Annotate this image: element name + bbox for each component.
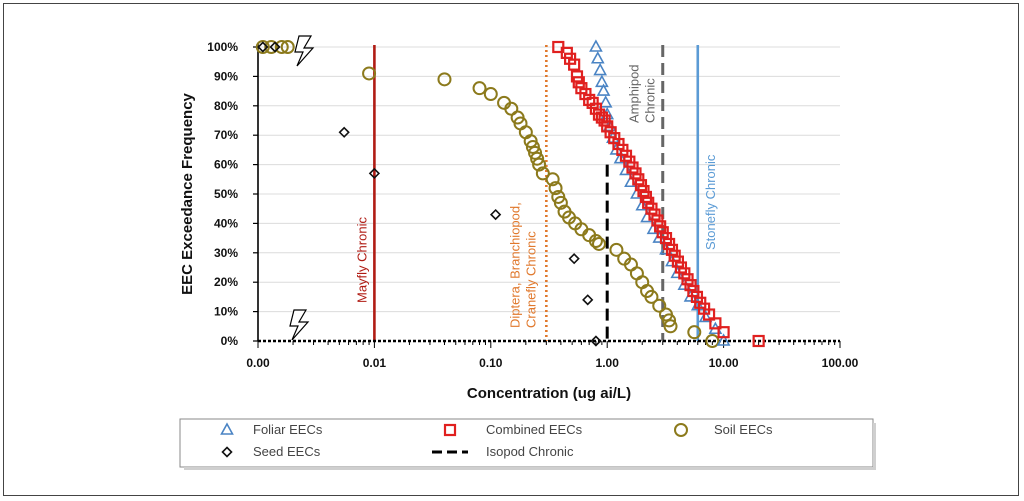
soil-eecs-point: [437, 72, 452, 87]
soil-eecs-point: [687, 325, 702, 340]
data-points: [255, 39, 765, 348]
combined-eecs-point: [568, 58, 581, 71]
x-tick-label: 0.00: [246, 356, 270, 370]
y-tick-label: 100%: [207, 40, 238, 54]
x-tick-label: 1.00: [596, 356, 620, 370]
soil-eecs-point: [255, 40, 270, 54]
soil-eecs-point: [528, 145, 543, 160]
soil-eecs-point: [662, 313, 677, 328]
soil-eecs-point: [362, 66, 377, 81]
axis-break-icon: [294, 35, 315, 67]
foliar-eecs-point: [646, 221, 661, 235]
legend-marker-combined-eecs: [443, 423, 457, 437]
foliar-eecs-point: [635, 198, 650, 211]
seed-eecs-point: [257, 41, 269, 53]
soil-eecs-point: [532, 157, 547, 172]
stonefly-label: Stonefly Chronic: [703, 154, 718, 250]
soil-eecs-point: [609, 242, 624, 257]
seed-eecs-point: [582, 294, 594, 306]
soil-eecs-point: [652, 298, 667, 313]
foliar-eecs-point: [596, 83, 611, 96]
x-tick-label: 0.10: [479, 356, 503, 370]
reference-lines: Mayfly Chronic Diptera, Branchiopod, Crane…: [354, 45, 718, 341]
soil-eecs-point: [705, 334, 720, 348]
legend: Foliar EECs Combined EECs Soil EECs Seed EE…: [179, 418, 876, 470]
legend-marker-seed-eecs: [221, 446, 233, 458]
legend-shadow: [873, 423, 876, 469]
y-tick-label: 20%: [214, 275, 238, 289]
amphipod-label: Chronic: [643, 78, 658, 123]
foliar-eecs-point: [593, 62, 608, 76]
foliar-eecs-point: [589, 39, 603, 52]
x-tick-label: 0.01: [363, 356, 387, 370]
legend-label-isopod-chronic: Isopod Chronic: [486, 444, 574, 459]
legend-marker-soil-eecs: [674, 423, 688, 437]
soil-eecs-point: [530, 151, 545, 166]
soil-eecs-point: [553, 195, 568, 210]
foliar-eecs-point: [716, 333, 731, 346]
seed-eecs-point: [338, 126, 350, 138]
y-tick-label: 30%: [214, 246, 238, 260]
combined-eecs-point: [717, 326, 730, 339]
combined-eecs-point: [709, 317, 722, 330]
foliar-eecs-point: [595, 74, 609, 88]
y-tick-label: 70%: [214, 128, 238, 142]
diptera-label: Diptera, Branchiopod,: [507, 202, 522, 328]
y-tick-label: 40%: [214, 216, 238, 230]
seed-eecs-point: [590, 335, 602, 347]
foliar-eecs-point: [698, 309, 713, 323]
axis-break-icon: [289, 309, 310, 341]
soil-eecs-point: [663, 319, 678, 334]
foliar-eecs-point: [630, 186, 644, 199]
soil-eecs-point: [629, 266, 644, 281]
amphipod-label: Amphipod: [627, 64, 642, 123]
soil-eecs-point: [264, 40, 279, 54]
soil-eecs-point: [548, 181, 563, 196]
foliar-eecs-point: [598, 95, 613, 108]
soil-eecs-point: [525, 139, 540, 154]
axes: [253, 35, 841, 348]
combined-eecs-point: [752, 334, 765, 348]
y-tick-label: 0%: [221, 334, 239, 348]
tick-labels: 0% 10% 20% 30% 40% 50% 60% 70% 80% 90% 100% 0.00 0.0…: [207, 40, 858, 370]
soil-eecs-point: [545, 172, 560, 187]
x-axis-title: Concentration (ug ai/L): [467, 385, 631, 402]
combined-eecs-point: [702, 308, 716, 321]
seed-eecs-point: [489, 208, 502, 221]
y-axis-title: EEC Exceedance Frequency: [179, 92, 196, 294]
diptera-label: Cranefly Chronic: [523, 231, 538, 328]
legend-marker-foliar-eecs: [220, 422, 234, 435]
seed-eecs-point: [568, 253, 580, 265]
seed-eecs-point: [368, 167, 381, 180]
soil-eecs-point: [588, 234, 603, 249]
x-tick-label: 100.00: [822, 356, 859, 370]
y-tick-label: 10%: [214, 305, 238, 319]
gridlines: [258, 46, 840, 313]
foliar-eecs-point: [590, 51, 605, 64]
soil-eecs-point: [472, 81, 487, 96]
legend-label-combined-eecs: Combined EECs: [486, 422, 583, 437]
soil-eecs-point: [591, 236, 606, 251]
soil-eecs-point: [274, 40, 289, 54]
legend-label-foliar-eecs: Foliar EECs: [253, 422, 323, 437]
y-tick-label: 50%: [214, 187, 238, 201]
y-tick-label: 60%: [214, 158, 238, 172]
soil-eecs-point: [644, 289, 659, 304]
soil-eecs-point: [535, 166, 550, 181]
mayfly-label: Mayfly Chronic: [354, 217, 369, 303]
foliar-eecs-point: [619, 162, 633, 176]
seed-eecs-point: [269, 41, 281, 53]
soil-eecs-point: [280, 40, 295, 54]
y-tick-label: 90%: [214, 69, 238, 83]
figure-frame: [3, 3, 1019, 496]
legend-shadow: [184, 467, 876, 470]
y-tick-label: 80%: [214, 99, 238, 113]
combined-eecs-point: [583, 93, 596, 107]
x-tick-label: 10.00: [709, 356, 739, 370]
soil-eecs-point: [483, 87, 498, 102]
legend-label-seed-eecs: Seed EECs: [253, 444, 321, 459]
foliar-eecs-point: [613, 151, 628, 164]
legend-label-soil-eecs: Soil EECs: [714, 422, 773, 437]
